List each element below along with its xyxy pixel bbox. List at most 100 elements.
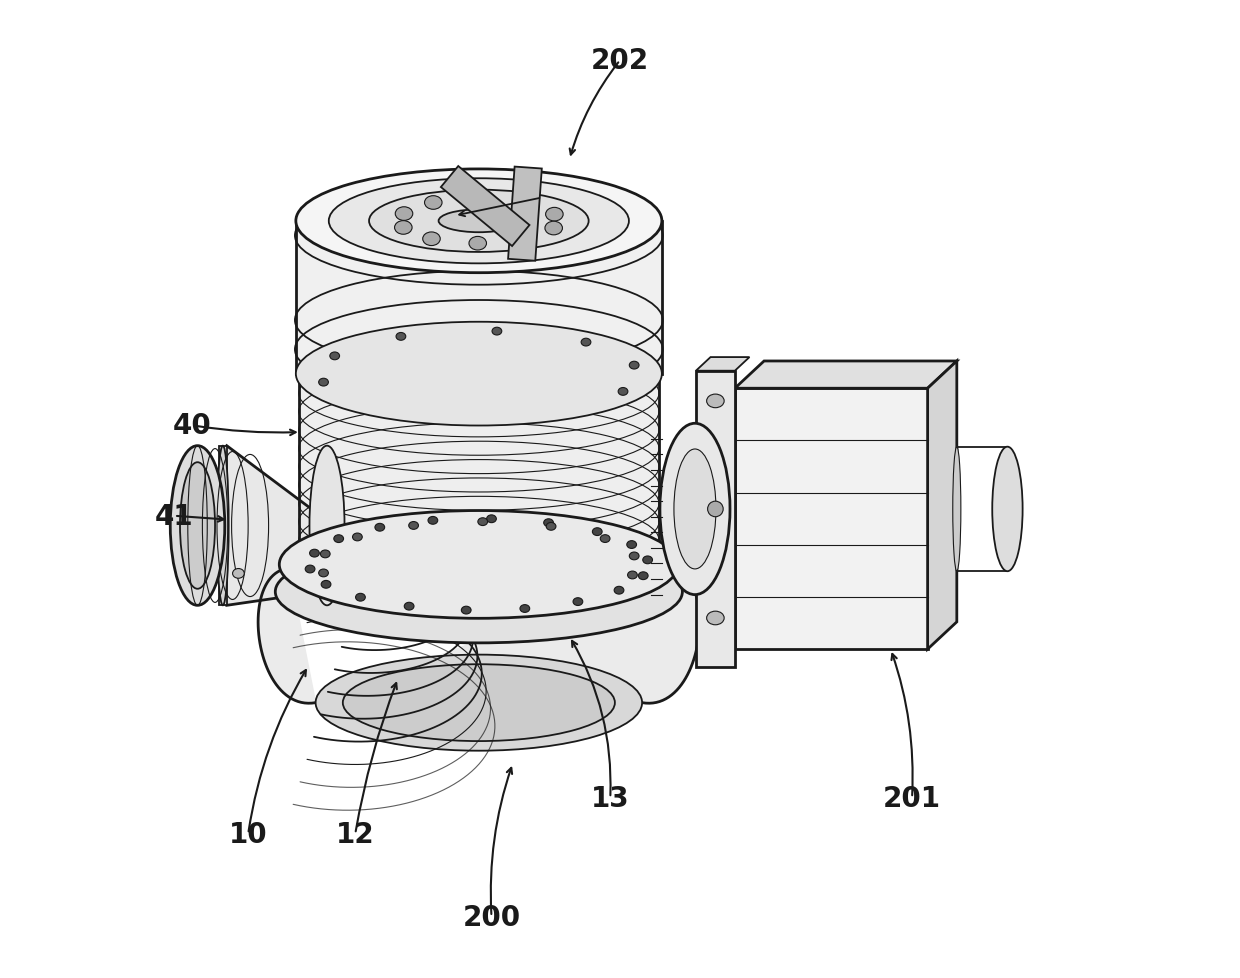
Ellipse shape bbox=[325, 553, 335, 560]
Ellipse shape bbox=[342, 665, 615, 741]
Polygon shape bbox=[299, 375, 658, 565]
Ellipse shape bbox=[299, 326, 658, 422]
Ellipse shape bbox=[389, 529, 399, 537]
Polygon shape bbox=[441, 167, 529, 246]
Polygon shape bbox=[219, 446, 227, 605]
Ellipse shape bbox=[396, 207, 413, 221]
Polygon shape bbox=[508, 167, 542, 261]
Ellipse shape bbox=[404, 602, 414, 610]
Ellipse shape bbox=[630, 553, 639, 560]
Ellipse shape bbox=[279, 511, 678, 619]
Ellipse shape bbox=[630, 362, 639, 370]
Ellipse shape bbox=[708, 502, 723, 517]
Ellipse shape bbox=[630, 562, 639, 570]
Ellipse shape bbox=[517, 197, 534, 210]
Ellipse shape bbox=[310, 446, 345, 605]
Ellipse shape bbox=[516, 233, 533, 246]
Ellipse shape bbox=[544, 527, 554, 535]
Text: 12: 12 bbox=[336, 821, 374, 848]
Ellipse shape bbox=[330, 353, 340, 360]
Ellipse shape bbox=[319, 378, 329, 386]
Ellipse shape bbox=[217, 446, 228, 605]
Ellipse shape bbox=[707, 611, 724, 625]
Ellipse shape bbox=[622, 577, 632, 585]
Ellipse shape bbox=[319, 567, 329, 575]
Ellipse shape bbox=[439, 524, 449, 532]
Ellipse shape bbox=[334, 535, 343, 543]
Ellipse shape bbox=[619, 388, 627, 396]
Text: 13: 13 bbox=[591, 784, 630, 812]
Polygon shape bbox=[696, 358, 749, 372]
Ellipse shape bbox=[573, 599, 583, 606]
Ellipse shape bbox=[639, 572, 649, 580]
Ellipse shape bbox=[310, 550, 320, 557]
Ellipse shape bbox=[492, 328, 502, 335]
Ellipse shape bbox=[321, 581, 331, 589]
Polygon shape bbox=[258, 569, 699, 751]
Ellipse shape bbox=[296, 170, 662, 274]
Text: 10: 10 bbox=[229, 821, 268, 848]
Ellipse shape bbox=[593, 528, 603, 536]
Ellipse shape bbox=[296, 323, 662, 426]
Ellipse shape bbox=[618, 549, 627, 556]
Ellipse shape bbox=[428, 517, 438, 525]
Text: 41: 41 bbox=[155, 503, 193, 530]
Ellipse shape bbox=[299, 516, 658, 613]
Ellipse shape bbox=[588, 536, 598, 544]
Ellipse shape bbox=[707, 395, 724, 408]
Ellipse shape bbox=[409, 522, 418, 530]
Ellipse shape bbox=[952, 447, 961, 571]
Ellipse shape bbox=[394, 221, 412, 235]
Polygon shape bbox=[696, 372, 735, 667]
Ellipse shape bbox=[180, 463, 215, 589]
Ellipse shape bbox=[544, 222, 563, 236]
Ellipse shape bbox=[520, 605, 529, 613]
Ellipse shape bbox=[289, 517, 668, 620]
Polygon shape bbox=[928, 362, 957, 649]
Ellipse shape bbox=[319, 569, 329, 577]
Ellipse shape bbox=[350, 540, 360, 548]
Ellipse shape bbox=[329, 179, 629, 264]
Ellipse shape bbox=[370, 191, 589, 252]
Ellipse shape bbox=[469, 237, 486, 250]
Text: 201: 201 bbox=[883, 784, 941, 812]
Ellipse shape bbox=[546, 523, 556, 531]
Ellipse shape bbox=[461, 606, 471, 614]
Ellipse shape bbox=[598, 590, 608, 598]
Ellipse shape bbox=[396, 333, 405, 341]
Ellipse shape bbox=[626, 541, 636, 549]
Ellipse shape bbox=[642, 556, 652, 564]
Text: 202: 202 bbox=[591, 47, 649, 75]
Ellipse shape bbox=[352, 534, 362, 541]
Ellipse shape bbox=[305, 565, 315, 573]
Polygon shape bbox=[735, 389, 928, 649]
Ellipse shape bbox=[673, 450, 715, 569]
Ellipse shape bbox=[439, 210, 520, 233]
Ellipse shape bbox=[486, 515, 496, 523]
Ellipse shape bbox=[423, 233, 440, 246]
Ellipse shape bbox=[374, 524, 384, 532]
Text: 200: 200 bbox=[463, 903, 521, 931]
Ellipse shape bbox=[471, 193, 489, 206]
Ellipse shape bbox=[320, 551, 330, 558]
Ellipse shape bbox=[660, 423, 730, 595]
Ellipse shape bbox=[316, 655, 642, 751]
Polygon shape bbox=[227, 446, 327, 605]
Ellipse shape bbox=[331, 581, 340, 589]
Ellipse shape bbox=[275, 541, 682, 644]
Ellipse shape bbox=[627, 571, 637, 579]
Ellipse shape bbox=[614, 587, 624, 595]
Ellipse shape bbox=[543, 519, 553, 527]
Ellipse shape bbox=[424, 197, 441, 210]
Ellipse shape bbox=[582, 338, 591, 346]
Ellipse shape bbox=[546, 208, 563, 222]
Ellipse shape bbox=[600, 535, 610, 543]
Text: 40: 40 bbox=[172, 412, 211, 440]
Ellipse shape bbox=[992, 447, 1023, 571]
Polygon shape bbox=[296, 222, 662, 375]
Polygon shape bbox=[735, 362, 957, 389]
Ellipse shape bbox=[356, 594, 366, 601]
Ellipse shape bbox=[477, 518, 487, 526]
Ellipse shape bbox=[170, 446, 224, 605]
Ellipse shape bbox=[494, 523, 503, 531]
